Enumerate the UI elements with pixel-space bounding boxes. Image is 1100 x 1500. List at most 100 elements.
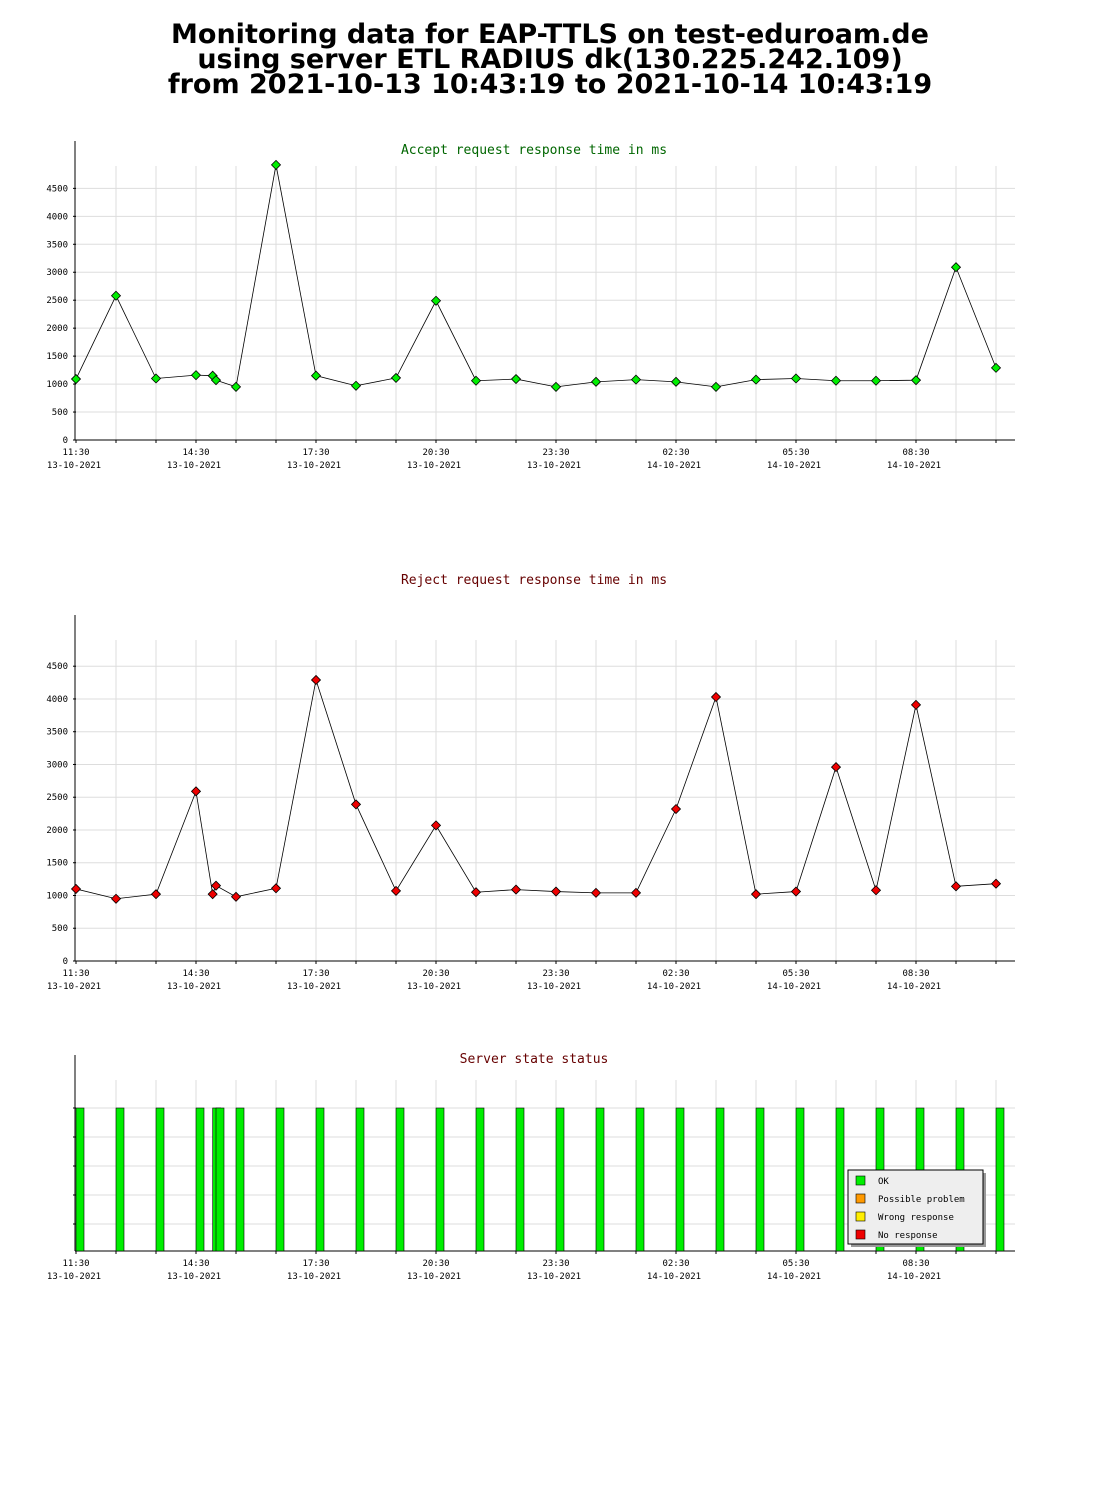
x-tick-time-label: 11:30 [62, 969, 89, 979]
data-point [630, 374, 642, 385]
legend-swatch [855, 1211, 866, 1222]
status-bar [155, 1107, 165, 1252]
x-tick-date-label: 14-10-2021 [767, 982, 821, 992]
data-point [210, 375, 222, 386]
data-point [470, 887, 482, 898]
data-point [270, 883, 282, 894]
status-bar [315, 1107, 325, 1252]
y-tick-label: 4500 [46, 662, 68, 672]
data-point [350, 799, 362, 810]
status-bar [795, 1107, 805, 1252]
x-tick-date-label: 13-10-2021 [47, 461, 101, 471]
x-tick-date-label: 14-10-2021 [767, 1272, 821, 1282]
status-bar [235, 1107, 245, 1252]
data-point [630, 887, 642, 898]
data-point [550, 381, 562, 392]
x-tick-time-label: 02:30 [662, 448, 689, 458]
data-point [870, 375, 882, 386]
legend-swatch [855, 1193, 866, 1204]
x-tick-time-label: 23:30 [542, 448, 569, 458]
x-tick-time-label: 20:30 [422, 1259, 449, 1269]
status-bar [515, 1107, 525, 1252]
x-tick-date-label: 14-10-2021 [647, 1272, 701, 1282]
data-point [790, 886, 802, 897]
data-point [110, 893, 122, 904]
x-tick-date-label: 13-10-2021 [407, 461, 461, 471]
y-tick-label: 0 [63, 436, 68, 446]
status-bar [395, 1107, 405, 1252]
legend-label: Possible problem [878, 1195, 965, 1205]
x-tick-date-label: 14-10-2021 [887, 982, 941, 992]
status-bar [635, 1107, 645, 1252]
data-point [510, 373, 522, 385]
data-point [510, 884, 522, 895]
data-point [830, 762, 842, 773]
status-bar [715, 1107, 725, 1252]
y-tick-label: 3500 [46, 728, 68, 738]
status-bar [435, 1107, 445, 1252]
y-tick-label: 3000 [46, 760, 68, 770]
data-point [790, 373, 802, 384]
x-tick-time-label: 14:30 [182, 448, 209, 458]
data-point [70, 883, 82, 895]
data-point [70, 373, 82, 385]
x-tick-time-label: 05:30 [782, 448, 809, 458]
data-point [270, 159, 282, 170]
legend-swatch [855, 1229, 866, 1240]
x-tick-time-label: 20:30 [422, 969, 449, 979]
status-bar [995, 1107, 1005, 1252]
x-tick-time-label: 23:30 [542, 969, 569, 979]
data-point [950, 262, 962, 273]
data-point [990, 878, 1002, 889]
x-tick-date-label: 14-10-2021 [887, 1272, 941, 1282]
y-tick-label: 1500 [46, 352, 68, 362]
x-tick-date-label: 13-10-2021 [167, 461, 221, 471]
data-point [390, 885, 402, 896]
server-state-chart: Server state status 11:30 13-10-2021 14:30 1… [47, 1052, 1015, 1282]
series-line [75, 164, 997, 388]
status-bar [555, 1107, 565, 1252]
data-point [710, 691, 722, 703]
status-bar [835, 1107, 845, 1252]
status-bar [675, 1107, 685, 1252]
data-point [470, 375, 482, 386]
x-tick-date-label: 13-10-2021 [527, 461, 581, 471]
x-tick-date-label: 13-10-2021 [287, 1272, 341, 1282]
x-tick-time-label: 11:30 [62, 448, 89, 458]
chart-title: Server state status [460, 1052, 609, 1067]
data-point [910, 375, 922, 386]
x-tick-time-label: 14:30 [182, 969, 209, 979]
data-point [710, 381, 722, 392]
y-tick-label: 2500 [46, 793, 68, 803]
legend-swatch [855, 1175, 866, 1186]
data-point [350, 380, 362, 391]
x-tick-date-label: 13-10-2021 [47, 1272, 101, 1282]
x-tick-date-label: 13-10-2021 [527, 982, 581, 992]
y-tick-label: 1000 [46, 891, 68, 901]
x-tick-date-label: 13-10-2021 [287, 982, 341, 992]
y-tick-label: 4000 [46, 695, 68, 705]
legend-label: OK [878, 1177, 889, 1187]
data-point [190, 370, 202, 381]
y-tick-label: 2000 [46, 826, 68, 836]
y-tick-label: 4000 [46, 212, 68, 222]
data-point [990, 362, 1002, 373]
y-tick-label: 500 [52, 924, 68, 934]
data-point [210, 880, 222, 891]
status-bar [755, 1107, 765, 1252]
title-line-3: from 2021-10-13 10:43:19 to 2021-10-14 1… [167, 69, 933, 100]
x-tick-date-label: 13-10-2021 [527, 1272, 581, 1282]
data-point [590, 887, 602, 898]
x-tick-time-label: 17:30 [302, 1259, 329, 1269]
x-tick-date-label: 13-10-2021 [167, 1272, 221, 1282]
title-line-2: using server ETL RADIUS dk(130.225.242.1… [197, 44, 903, 75]
data-point [150, 889, 162, 900]
data-point [830, 375, 842, 386]
legend-label: No response [878, 1231, 938, 1241]
y-tick-label: 1000 [46, 380, 68, 390]
x-tick-date-label: 13-10-2021 [287, 461, 341, 471]
x-tick-time-label: 17:30 [302, 969, 329, 979]
accept-response-chart: Accept request response time in ms 0 500 10… [46, 141, 1015, 471]
status-bar [475, 1107, 485, 1252]
data-point [590, 376, 602, 387]
